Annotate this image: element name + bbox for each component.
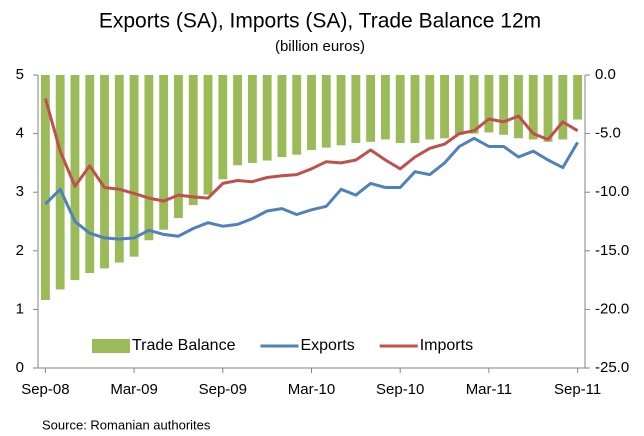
bar bbox=[55, 75, 65, 290]
bar bbox=[262, 75, 272, 161]
y-tick-label: 1 bbox=[16, 300, 24, 317]
bar bbox=[40, 75, 50, 301]
x-tick-label: Sep-09 bbox=[199, 381, 247, 398]
x-tick-label: Sep-11 bbox=[554, 381, 601, 398]
bar bbox=[321, 75, 331, 148]
bar bbox=[528, 75, 538, 140]
bar bbox=[144, 75, 154, 241]
bar bbox=[514, 75, 523, 139]
bar bbox=[159, 75, 169, 230]
bar bbox=[85, 75, 95, 274]
bar bbox=[469, 75, 479, 134]
bar bbox=[292, 75, 302, 155]
bar bbox=[573, 75, 583, 120]
y2-tick-label: 0.0 bbox=[595, 66, 616, 83]
x-tick-label: Mar-11 bbox=[466, 381, 512, 398]
legend-label: Exports bbox=[300, 337, 354, 354]
bar bbox=[336, 75, 346, 146]
bar bbox=[174, 75, 183, 218]
bar bbox=[351, 75, 361, 143]
y2-tick-label: -20.0 bbox=[595, 300, 629, 317]
y-tick-label: 5 bbox=[16, 66, 24, 83]
bar bbox=[499, 75, 509, 135]
bar bbox=[425, 75, 435, 140]
chart-title: Exports (SA), Imports (SA), Trade Balanc… bbox=[99, 10, 541, 33]
bar bbox=[129, 75, 139, 257]
bar bbox=[100, 75, 109, 269]
bar bbox=[247, 75, 257, 163]
y2-tick-label: -25.0 bbox=[595, 359, 629, 376]
source-note: Source: Romanian authorites bbox=[42, 417, 211, 432]
x-tick-label: Mar-10 bbox=[288, 381, 336, 398]
bar bbox=[188, 75, 198, 206]
y-tick-label: 4 bbox=[16, 125, 24, 142]
legend-label: Trade Balance bbox=[132, 337, 236, 354]
bar bbox=[218, 75, 228, 180]
bar bbox=[454, 75, 464, 135]
bar bbox=[558, 75, 568, 140]
bar bbox=[203, 75, 213, 195]
y-tick-label: 3 bbox=[16, 183, 24, 200]
line-series bbox=[44, 136, 579, 241]
line-series bbox=[43, 97, 579, 203]
bar bbox=[440, 75, 449, 139]
y2-tick-label: -15.0 bbox=[595, 242, 629, 259]
bar bbox=[543, 75, 553, 142]
x-tick-label: Sep-10 bbox=[376, 381, 424, 398]
x-tick-label: Sep-08 bbox=[21, 381, 69, 398]
y-tick-label: 2 bbox=[16, 242, 24, 259]
bar bbox=[307, 75, 316, 151]
bar bbox=[233, 75, 243, 166]
chart-subtitle: (billion euros) bbox=[275, 38, 365, 55]
y-tick-label: 0 bbox=[16, 359, 24, 376]
bar bbox=[277, 75, 287, 158]
y2-tick-label: -10.0 bbox=[595, 183, 629, 200]
x-tick-label: Mar-09 bbox=[110, 381, 158, 398]
bar bbox=[484, 75, 494, 133]
legend-swatch bbox=[92, 339, 130, 353]
bar bbox=[380, 75, 390, 140]
bar bbox=[70, 75, 80, 281]
legend-label: Imports bbox=[420, 337, 473, 354]
bar bbox=[410, 75, 420, 143]
bar bbox=[366, 75, 376, 142]
y2-tick-label: -5.0 bbox=[595, 125, 621, 142]
bar bbox=[114, 75, 124, 263]
bar bbox=[395, 75, 405, 143]
